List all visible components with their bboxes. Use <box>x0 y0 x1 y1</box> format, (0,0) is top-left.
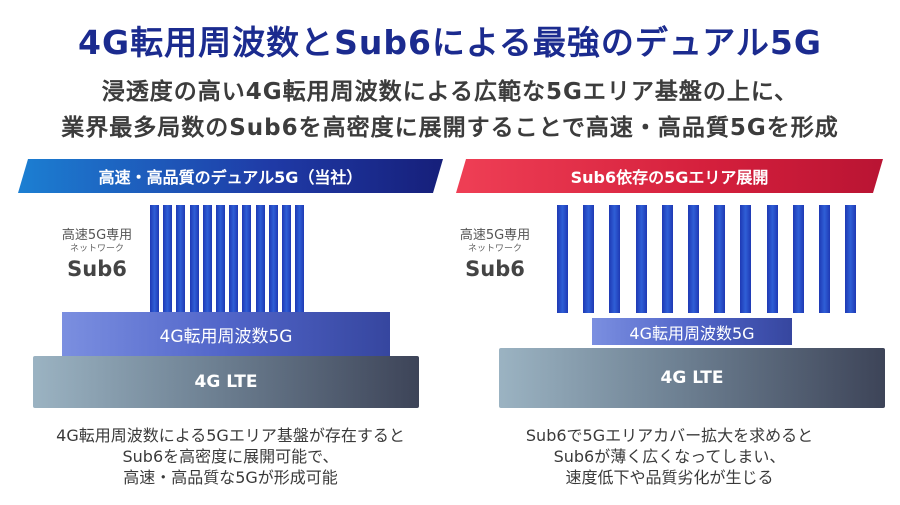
right-sub6-bar <box>688 205 699 313</box>
right-sub6-bar <box>845 205 857 313</box>
left-sub6-bar <box>242 205 252 313</box>
left-network-line2: ネットワーク <box>69 244 124 254</box>
left-lte-label: 4G LTE <box>194 372 258 392</box>
left-banner-label: 高速・高品質のデュアル5G（当社） <box>98 168 363 187</box>
right-freq-layer: 4G転用周波数5G <box>592 318 792 345</box>
left-network-line1: 高速5G専用 <box>61 228 133 243</box>
right-freq-label: 4G転用周波数5G <box>629 323 755 343</box>
subtitle-line-2: 業界最多局数のSub6を高密度に展開することで高速・高品質5Gを形成 <box>61 115 839 141</box>
left-banner: 高速・高品質のデュアル5G（当社） <box>18 159 443 193</box>
left-freq-label: 4G転用周波数5G <box>159 327 293 347</box>
left-network-label: 高速5G専用 ネットワーク Sub6 <box>42 228 152 283</box>
left-sub6-bar <box>282 205 291 313</box>
left-sub6-bar <box>163 205 173 313</box>
left-sub6-bar <box>295 205 305 313</box>
left-freq-layer: 4G転用周波数5G <box>62 312 390 357</box>
right-banner: Sub6依存の5Gエリア展開 <box>456 159 883 193</box>
right-sub6-bar <box>714 205 726 313</box>
right-sub6-bar <box>819 205 830 313</box>
right-caption-line-3: 速度低下や品質劣化が生じる <box>565 468 774 487</box>
right-sub6-bar <box>583 205 595 313</box>
left-sub6-bar <box>202 205 212 313</box>
right-banner-label: Sub6依存の5Gエリア展開 <box>570 168 769 187</box>
right-network-line2: ネットワーク <box>467 244 522 254</box>
right-sub6-bar <box>635 205 647 313</box>
right-lte-layer: 4G LTE <box>499 348 885 408</box>
right-sub6-bar <box>557 205 568 313</box>
left-sub6-bar <box>268 205 278 313</box>
left-network-line3: Sub6 <box>67 257 127 281</box>
right-caption-line-2: Sub6が薄く広くなってしまい、 <box>553 447 786 466</box>
right-network-label: 高速5G専用 ネットワーク Sub6 <box>440 228 550 283</box>
right-network-line1: 高速5G専用 <box>459 228 531 243</box>
left-lte-layer: 4G LTE <box>33 356 419 408</box>
subtitle-line-1: 浸透度の高い4G転用周波数による広範な5Gエリア基盤の上に、 <box>101 79 799 105</box>
right-sub6-bar <box>792 205 804 313</box>
right-sub6-bar <box>661 205 673 313</box>
left-caption-line-2: Sub6を高密度に展開可能で、 <box>122 447 339 466</box>
left-sub6-bar <box>150 205 159 313</box>
right-sub6-bar <box>766 205 778 313</box>
left-caption: 4G転用周波数による5Gエリア基盤が存在すると Sub6を高密度に展開可能で、 … <box>18 425 443 488</box>
left-caption-line-3: 高速・高品質な5Gが形成可能 <box>123 468 338 487</box>
left-sub6-bar <box>189 205 199 313</box>
right-caption-line-1: Sub6で5Gエリアカバー拡大を求めると <box>525 426 814 445</box>
left-sub6-bar <box>255 205 265 313</box>
right-lte-label: 4G LTE <box>660 368 724 388</box>
right-network-line3: Sub6 <box>465 257 525 281</box>
left-sub6-bar <box>216 205 225 313</box>
left-caption-line-1: 4G転用周波数による5Gエリア基盤が存在すると <box>56 426 405 445</box>
right-sub6-bar <box>740 205 752 313</box>
right-sub6-bar <box>609 205 621 313</box>
page-title: 4G転用周波数とSub6による最強のデュアル5G <box>78 23 822 62</box>
left-sub6-bar <box>229 205 239 313</box>
right-caption: Sub6で5Gエリアカバー拡大を求めると Sub6が薄く広くなってしまい、 速度… <box>456 425 883 488</box>
left-sub6-bar <box>176 205 186 313</box>
